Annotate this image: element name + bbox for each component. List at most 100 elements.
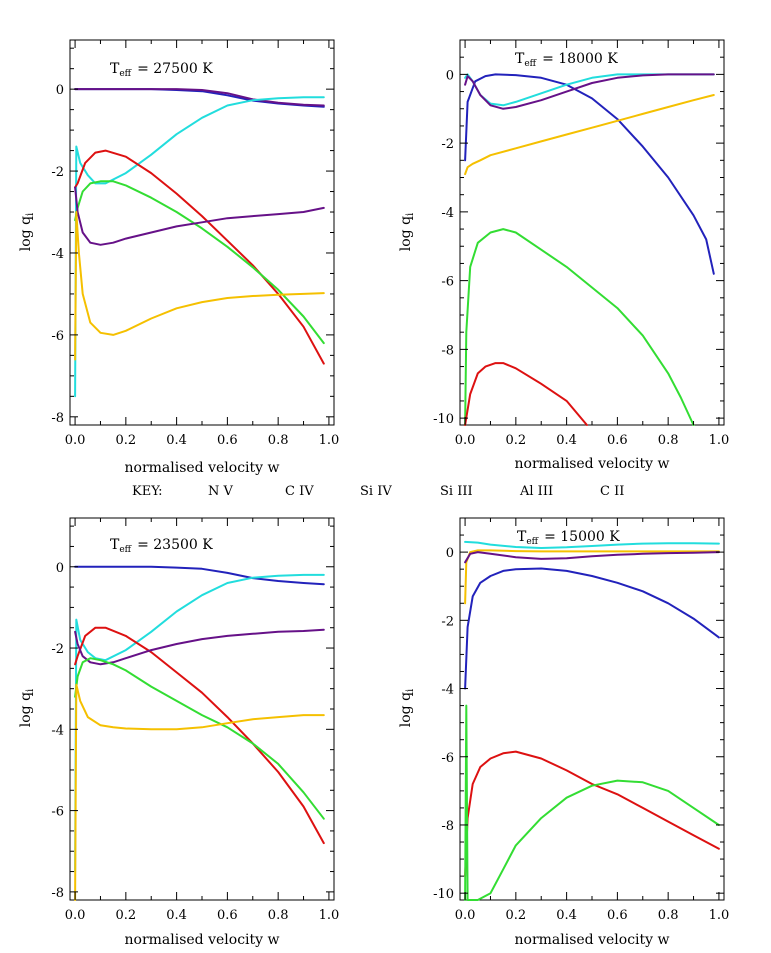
x-tick-label: 0.6 [607,433,628,448]
y-tick-label: 0 [56,561,64,576]
series-line-si-iii [464,73,715,107]
ylabel-subscript: i [25,213,36,216]
y-ticks: 0 -2 -4 -6 -8 -10 [433,39,724,427]
x-tick-label: 0.0 [455,908,476,923]
y-axis-label: log qi [18,689,36,727]
ylabel-subscript: i [25,689,36,692]
y-tick-label: -4 [51,247,64,262]
series-line-c-iv [464,362,588,426]
series-lines [74,88,325,398]
y-axis-label: log qi [398,213,416,251]
series-line-c-iv [74,626,325,845]
chart-title: Teff = 18000 K [515,51,618,69]
y-tick-label: -10 [433,887,454,902]
series-lines [464,540,720,901]
y-tick-label: -6 [441,751,454,766]
y-tick-label: -6 [51,805,64,820]
x-tick-label: 1.0 [319,433,340,448]
x-axis-label: normalised velocity w [125,932,280,948]
key-entry-c-ii: C II [600,484,624,499]
chart-title: Teff = 27500 K [110,61,213,79]
x-axis-label: normalised velocity w [515,932,670,948]
y-tick-label: 0 [446,68,454,83]
title-subscript: eff [119,69,131,79]
title-subscript: eff [526,537,538,547]
series-line-c-iv [464,750,720,878]
panel-1: 0.0 0.2 0.4 0.6 0.8 1.0 0-2-4-6-8 Teff = 27500… [18,39,340,476]
x-tick-label: 0.0 [65,433,86,448]
key-entry-n-v: N V [208,484,234,499]
series-line-n-v [74,657,325,820]
series-line-si-iv [464,567,720,690]
x-ticks: 0.0 0.2 0.4 0.6 0.8 1.0 [455,518,730,923]
series-line-al-iii [464,73,715,110]
y-tick-label: 0 [56,83,64,98]
key-entry-si-iv: Si IV [360,484,392,499]
title-subscript: eff [119,545,131,555]
y-tick-label: -4 [441,683,454,698]
y-tick-label: -2 [441,137,454,152]
x-axis-label: normalised velocity w [515,456,670,472]
x-tick-label: 0.2 [506,908,527,923]
x-ticks: 0.0 0.2 0.4 0.6 0.8 1.0 [65,518,339,923]
series-line-si-iii [74,573,325,873]
y-tick-label: -10 [433,412,454,427]
key-entry-si-iii: Si III [440,484,473,499]
title-value: = 15000 K [544,529,620,545]
x-tick-label: 0.8 [268,433,289,448]
x-tick-label: 0.0 [65,908,86,923]
y-tick-label: -8 [441,343,454,358]
ylabel-subscript: i [405,213,416,216]
ylabel-subscript: i [405,689,416,692]
y-tick-label: -8 [51,411,64,426]
y-tick-label: -2 [51,165,64,180]
x-tick-label: 0.2 [116,908,137,923]
legend-key: KEY: N V C IV Si IV Si III Al III C II [132,484,624,499]
x-tick-label: 0.8 [268,908,289,923]
chart-title: Teff = 15000 K [517,529,620,547]
y-tick-label: -6 [441,275,454,290]
series-line-n-v [464,704,720,901]
y-tick-label: -2 [51,642,64,657]
x-tick-label: 0.4 [556,908,577,923]
panel-2: 0.0 0.2 0.4 0.6 0.8 1.0 0-2-4-6-8-10 Teff = 18… [398,39,730,472]
series-line-c-ii [74,211,325,361]
y-ticks: 0 -2 -4 -6 -8 [51,47,334,426]
x-tick-label: 0.6 [607,908,628,923]
series-line-c-ii [74,683,325,901]
chart-title: Teff = 23500 K [110,537,213,555]
x-ticks: 0.0 0.2 0.4 0.6 0.8 1.0 [455,40,730,448]
panel-4: 0.0 0.2 0.4 0.6 0.8 1.0 0-2-4-6-8-10 Teff = 15… [398,517,730,948]
y-axis-label: log qi [398,689,416,727]
x-tick-label: 0.8 [658,908,679,923]
key-entry-al-iii: Al III [519,484,553,499]
y-tick-label: -4 [51,723,64,738]
x-tick-label: 0.0 [455,433,476,448]
y-ticks: 0 -2 -4 -6 -8 -10 [433,517,724,902]
x-tick-label: 0.6 [217,908,238,923]
x-tick-label: 1.0 [709,433,730,448]
series-line-al-iii [74,186,325,246]
x-tick-label: 0.8 [658,433,679,448]
y-axis-label: log qi [18,213,36,251]
y-tick-label: -6 [51,329,64,344]
x-tick-label: 0.4 [166,908,187,923]
key-label: KEY: [132,484,163,499]
series-line-c-ii [464,94,715,176]
series-line-al-iii [74,88,325,107]
title-subscript: eff [524,59,536,69]
y-ticks: 0 -2 -4 -6 -8 [51,525,334,901]
x-axis-label: normalised velocity w [125,460,280,476]
panel-3: 0.0 0.2 0.4 0.6 0.8 1.0 0-2-4-6-8 Teff = 23500… [18,517,339,948]
x-tick-label: 0.4 [556,433,577,448]
y-tick-label: 0 [446,546,454,561]
x-tick-label: 1.0 [709,908,730,923]
series-line-n-v [74,180,325,345]
y-tick-label: -8 [441,819,454,834]
series-line-si-iii [74,96,325,398]
series-line-c-ii [464,549,720,605]
series-line-c-iv [74,149,325,365]
title-value: = 23500 K [137,537,213,553]
series-lines [464,73,715,426]
